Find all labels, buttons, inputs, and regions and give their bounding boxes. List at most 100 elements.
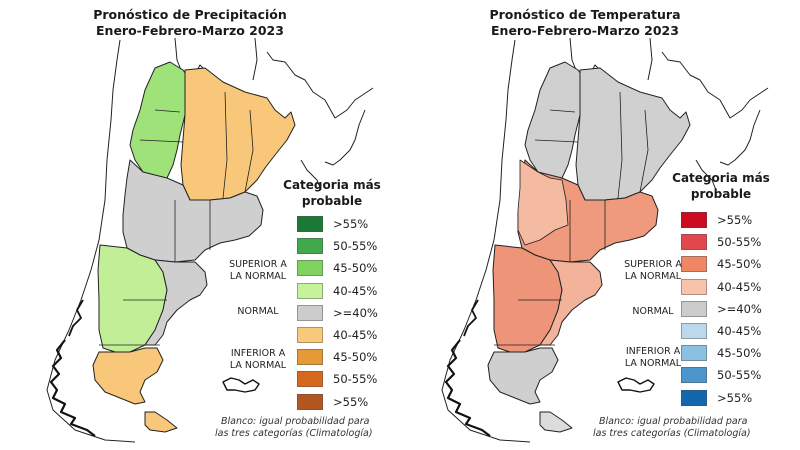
legend-swatch-normal [681, 300, 707, 317]
note-line2: las tres categorías (Climatología) [593, 428, 751, 439]
region-tierra-del-fuego [144, 411, 178, 433]
legend-title-line1: Categoria más [283, 178, 381, 192]
category-label: LA NORMAL [229, 271, 287, 282]
category-label: NORMAL [237, 306, 279, 317]
region-center [122, 159, 264, 263]
legend-label: >=40% [333, 305, 378, 320]
uruguay-border [300, 159, 322, 191]
legend-swatch-superior [681, 234, 707, 251]
fjord-coastline [49, 339, 96, 437]
legend-swatch-inferior [297, 393, 323, 410]
legend-swatch-superior [681, 212, 707, 228]
precipitation-panel: Pronóstico de Precipitación Enero-Febrer… [0, 7, 392, 443]
note-line2: las tres categorías (Climatología) [215, 428, 373, 439]
legend-label: >55% [717, 213, 753, 227]
legend-label: 50-55% [717, 368, 762, 383]
chile-coastline [46, 39, 136, 443]
category-inferior-label: INFERIOR A LA NORMAL [218, 348, 298, 372]
region-patagonia-east [539, 259, 603, 346]
region-northeast [180, 67, 296, 201]
category-label: LA NORMAL [229, 360, 287, 371]
region-south [92, 347, 164, 405]
legend-swatch-superior [297, 216, 323, 232]
legend-label: 50-55% [333, 372, 378, 387]
category-label: SUPERIOR A [624, 259, 682, 270]
legend-swatch-superior [297, 282, 323, 299]
legend-swatch-superior [681, 278, 707, 295]
legend-swatch-inferior [297, 349, 323, 366]
legend-label: 45-50% [333, 261, 378, 276]
category-label: INFERIOR A [625, 346, 681, 357]
category-label: SUPERIOR A [229, 259, 287, 270]
temperature-period: Enero-Febrero-Marzo 2023 [491, 23, 679, 38]
legend-label: 45-50% [333, 350, 378, 365]
legend-label: 50-55% [333, 239, 378, 254]
province-border [549, 109, 576, 113]
legend-swatch-inferior [297, 371, 323, 388]
brazil-coast [324, 109, 366, 166]
region-center-west [517, 159, 569, 246]
legend-title-line2: probable [690, 187, 752, 201]
temperature-title: Pronóstico de Temperatura Enero-Febrero-… [385, 7, 785, 39]
legend-label: 40-45% [717, 279, 762, 294]
province-border [154, 109, 181, 113]
precipitation-period: Enero-Febrero-Marzo 2023 [96, 23, 284, 38]
legend-swatch-superior [297, 238, 323, 255]
uruguay-border [695, 159, 717, 191]
legend-swatch-inferior [297, 327, 323, 343]
brazil-border [661, 51, 769, 119]
category-label: LA NORMAL [624, 358, 682, 369]
note-line1: Blanco: igual probabilidad para [221, 416, 370, 427]
category-superior-label: SUPERIOR A LA NORMAL [613, 259, 693, 283]
province-border [617, 91, 623, 199]
malvinas-islands [617, 377, 655, 393]
category-label: NORMAL [632, 306, 674, 317]
legend-label: 40-45% [333, 328, 378, 342]
region-patagonia-east [144, 259, 208, 346]
note-line1: Blanco: igual probabilidad para [599, 416, 748, 427]
category-normal-label: NORMAL [218, 306, 298, 318]
province-border [639, 109, 649, 193]
temperature-legend-title: Categoria más probable [661, 170, 781, 202]
region-northeast [575, 67, 691, 201]
legend-swatch-normal [297, 304, 323, 321]
bolivia-paraguay-border [647, 37, 653, 81]
province-border [222, 91, 228, 199]
precipitation-title-line1: Pronóstico de Precipitación [93, 7, 287, 22]
bolivia-paraguay-border [252, 37, 258, 81]
temperature-map [441, 37, 769, 443]
precipitation-title: Pronóstico de Precipitación Enero-Febrer… [0, 7, 390, 39]
legend-swatch-inferior [681, 389, 707, 406]
brazil-coast [719, 109, 761, 166]
precipitation-note: Blanco: igual probabilidad para las tres… [215, 416, 373, 440]
legend-label: 45-50% [717, 257, 762, 272]
category-inferior-label: INFERIOR A LA NORMAL [613, 346, 693, 370]
temperature-panel: Pronóstico de Temperatura Enero-Febrero-… [385, 0, 785, 450]
legend-swatch-inferior [681, 367, 707, 384]
legend-swatch-superior [297, 260, 323, 277]
legend-swatch-superior [681, 256, 707, 273]
region-south [487, 347, 559, 405]
category-normal-label: NORMAL [613, 306, 693, 318]
legend-label: >55% [717, 390, 753, 405]
legend-label: 50-55% [717, 235, 762, 250]
province-border [244, 109, 254, 193]
brazil-border [266, 51, 374, 119]
legend-label: 40-45% [333, 283, 378, 298]
category-superior-label: SUPERIOR A LA NORMAL [218, 259, 298, 283]
legend-label: 45-50% [717, 346, 762, 361]
legend-label: >=40% [717, 301, 762, 316]
category-label: LA NORMAL [624, 271, 682, 282]
temperature-note: Blanco: igual probabilidad para las tres… [593, 416, 751, 440]
legend-swatch-inferior [681, 345, 707, 362]
legend-label: >55% [333, 217, 369, 231]
precipitation-legend-title: Categoria más probable [272, 177, 392, 209]
precipitation-map [46, 37, 374, 443]
fjord-coastline [68, 299, 84, 337]
chile-coastline [441, 39, 531, 443]
legend-title-line1: Categoria más [672, 171, 770, 185]
legend-swatch-inferior [681, 323, 707, 339]
temperature-title-line1: Pronóstico de Temperatura [489, 7, 681, 22]
legend-label: >55% [333, 394, 369, 409]
region-tierra-del-fuego [539, 411, 573, 433]
